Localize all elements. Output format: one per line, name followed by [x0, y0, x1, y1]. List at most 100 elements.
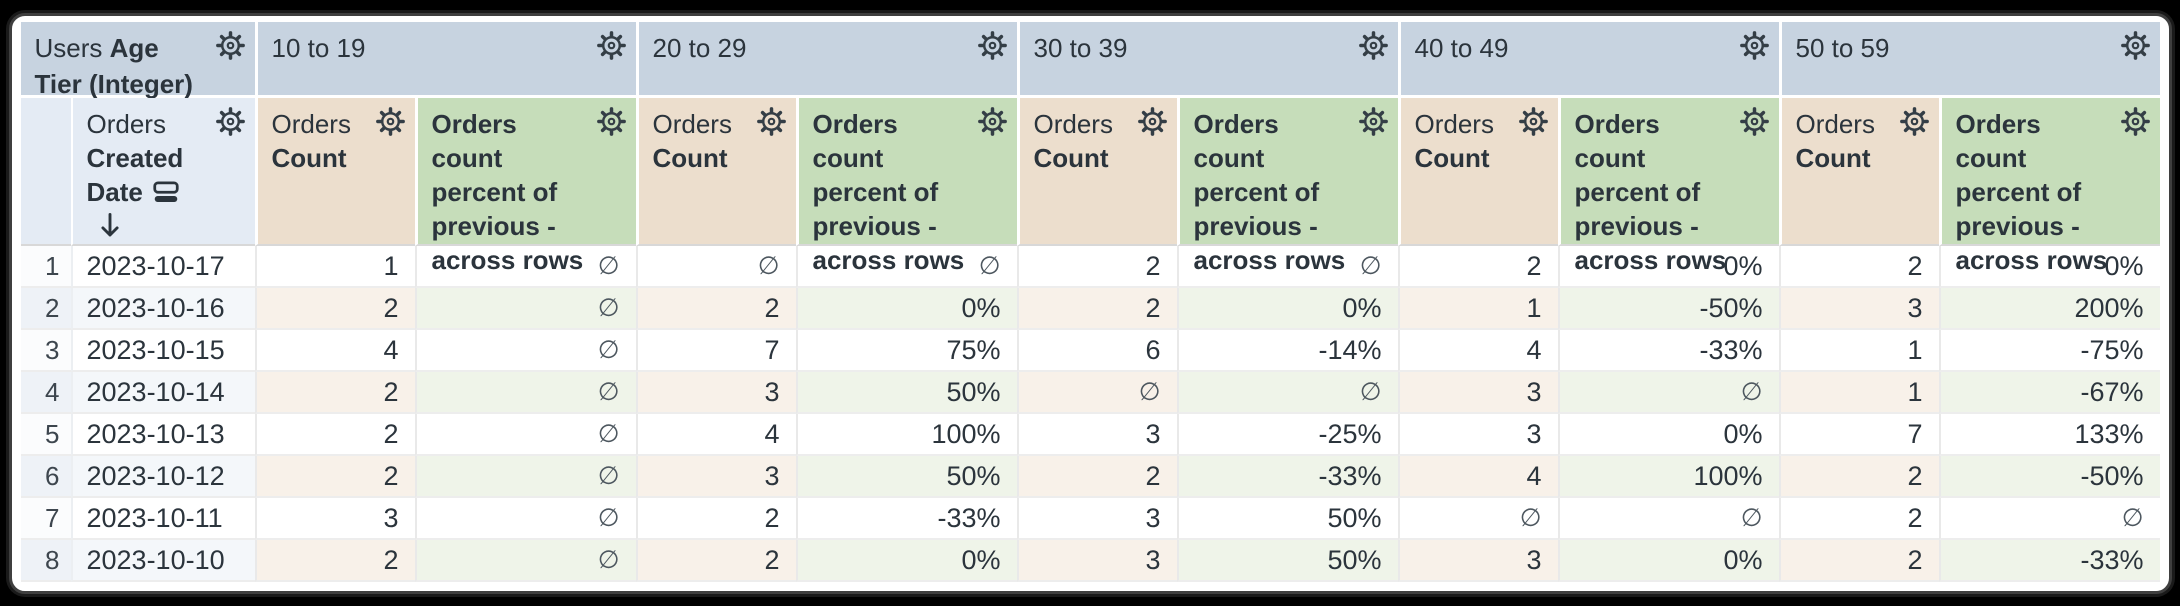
pivot-group-header-20-29[interactable]: 20 to 29	[635, 22, 1017, 98]
date-cell[interactable]: 2023-10-14	[70, 372, 255, 414]
percent-cell-group-0[interactable]: ∅	[414, 330, 636, 372]
gear-icon[interactable]	[1518, 106, 1549, 137]
percent-cell-group-2[interactable]: 50%	[1176, 498, 1398, 540]
count-cell-group-4[interactable]: 1	[1778, 372, 1939, 414]
gear-icon[interactable]	[215, 30, 246, 61]
gear-icon[interactable]	[596, 106, 627, 137]
percent-cell-group-1[interactable]: 100%	[795, 414, 1017, 456]
percent-cell-group-4[interactable]: 200%	[1938, 288, 2160, 330]
count-cell-group-4[interactable]: 1	[1778, 330, 1939, 372]
percent-cell-group-0[interactable]: ∅	[414, 540, 636, 582]
gear-icon[interactable]	[756, 106, 787, 137]
gear-icon[interactable]	[1137, 106, 1168, 137]
count-cell-group-0[interactable]: 4	[254, 330, 415, 372]
count-cell-group-4[interactable]: 2	[1778, 540, 1939, 582]
calc-header-50-59[interactable]: Orders count percent of previous - acros…	[1938, 98, 2160, 275]
count-cell-group-3[interactable]: ∅	[1397, 498, 1558, 540]
percent-cell-group-3[interactable]: ∅	[1557, 372, 1779, 414]
count-cell-group-1[interactable]: 2	[635, 498, 796, 540]
percent-cell-group-3[interactable]: 100%	[1557, 456, 1779, 498]
percent-cell-group-4[interactable]: -67%	[1938, 372, 2160, 414]
percent-cell-group-2[interactable]: ∅	[1176, 372, 1398, 414]
gear-icon[interactable]	[1358, 106, 1389, 137]
date-cell[interactable]: 2023-10-11	[70, 498, 255, 540]
count-cell-group-3[interactable]: 1	[1397, 288, 1558, 330]
percent-cell-group-3[interactable]: 0%	[1557, 540, 1779, 582]
gear-icon[interactable]	[596, 30, 627, 61]
count-cell-group-1[interactable]: 4	[635, 414, 796, 456]
count-cell-group-4[interactable]: 2	[1778, 456, 1939, 498]
gear-icon[interactable]	[2120, 30, 2151, 61]
percent-cell-group-0[interactable]: ∅	[414, 414, 636, 456]
count-cell-group-0[interactable]: 2	[254, 372, 415, 414]
date-cell[interactable]: 2023-10-12	[70, 456, 255, 498]
gear-icon[interactable]	[1739, 106, 1770, 137]
percent-cell-group-4[interactable]: -75%	[1938, 330, 2160, 372]
percent-cell-group-3[interactable]: ∅	[1557, 498, 1779, 540]
gear-icon[interactable]	[375, 106, 406, 137]
count-cell-group-0[interactable]: 2	[254, 288, 415, 330]
percent-cell-group-3[interactable]: 0%	[1557, 414, 1779, 456]
count-cell-group-1[interactable]: ∅	[635, 246, 796, 288]
percent-cell-group-0[interactable]: ∅	[414, 246, 636, 288]
count-cell-group-2[interactable]: ∅	[1016, 372, 1177, 414]
gear-icon[interactable]	[1899, 106, 1930, 137]
pivot-group-header-10-19[interactable]: 10 to 19	[254, 22, 636, 98]
percent-cell-group-1[interactable]: -33%	[795, 498, 1017, 540]
percent-cell-group-0[interactable]: ∅	[414, 372, 636, 414]
count-cell-group-3[interactable]: 3	[1397, 540, 1558, 582]
count-cell-group-2[interactable]: 3	[1016, 498, 1177, 540]
measure-header-20-29[interactable]: Orders Count	[635, 98, 796, 246]
measure-header-10-19[interactable]: Orders Count	[254, 98, 415, 246]
count-cell-group-1[interactable]: 3	[635, 456, 796, 498]
count-cell-group-4[interactable]: 3	[1778, 288, 1939, 330]
percent-cell-group-3[interactable]: -33%	[1557, 330, 1779, 372]
date-cell[interactable]: 2023-10-13	[70, 414, 255, 456]
gear-icon[interactable]	[977, 30, 1008, 61]
percent-cell-group-1[interactable]: 0%	[795, 288, 1017, 330]
measure-header-30-39[interactable]: Orders Count	[1016, 98, 1177, 246]
count-cell-group-3[interactable]: 4	[1397, 456, 1558, 498]
calc-header-40-49[interactable]: Orders count percent of previous - acros…	[1557, 98, 1779, 275]
gear-icon[interactable]	[1739, 30, 1770, 61]
percent-cell-group-4[interactable]: 0%	[1938, 246, 2160, 288]
percent-cell-group-1[interactable]: 50%	[795, 372, 1017, 414]
date-cell[interactable]: 2023-10-17	[70, 246, 255, 288]
percent-cell-group-2[interactable]: -25%	[1176, 414, 1398, 456]
count-cell-group-2[interactable]: 2	[1016, 246, 1177, 288]
count-cell-group-2[interactable]: 2	[1016, 288, 1177, 330]
measure-header-40-49[interactable]: Orders Count	[1397, 98, 1558, 246]
percent-cell-group-4[interactable]: ∅	[1938, 498, 2160, 540]
count-cell-group-2[interactable]: 2	[1016, 456, 1177, 498]
count-cell-group-0[interactable]: 2	[254, 540, 415, 582]
percent-cell-group-0[interactable]: ∅	[414, 498, 636, 540]
count-cell-group-2[interactable]: 3	[1016, 414, 1177, 456]
percent-cell-group-2[interactable]: 0%	[1176, 288, 1398, 330]
percent-cell-group-2[interactable]: 50%	[1176, 540, 1398, 582]
count-cell-group-3[interactable]: 3	[1397, 372, 1558, 414]
pivot-group-header-50-59[interactable]: 50 to 59	[1778, 22, 2160, 98]
gear-icon[interactable]	[215, 106, 246, 137]
percent-cell-group-4[interactable]: -33%	[1938, 540, 2160, 582]
percent-cell-group-1[interactable]: ∅	[795, 246, 1017, 288]
date-cell[interactable]: 2023-10-15	[70, 330, 255, 372]
percent-cell-group-0[interactable]: ∅	[414, 456, 636, 498]
pivot-corner-header[interactable]: Users Age Tier (Integer)	[20, 22, 255, 98]
percent-cell-group-2[interactable]: -14%	[1176, 330, 1398, 372]
count-cell-group-0[interactable]: 3	[254, 498, 415, 540]
count-cell-group-0[interactable]: 2	[254, 456, 415, 498]
count-cell-group-3[interactable]: 2	[1397, 246, 1558, 288]
percent-cell-group-4[interactable]: 133%	[1938, 414, 2160, 456]
percent-cell-group-3[interactable]: -50%	[1557, 288, 1779, 330]
count-cell-group-3[interactable]: 4	[1397, 330, 1558, 372]
calc-header-20-29[interactable]: Orders count percent of previous - acros…	[795, 98, 1017, 275]
count-cell-group-3[interactable]: 3	[1397, 414, 1558, 456]
percent-cell-group-3[interactable]: 0%	[1557, 246, 1779, 288]
date-column-header[interactable]: Orders Created Date	[70, 98, 255, 246]
percent-cell-group-2[interactable]: ∅	[1176, 246, 1398, 288]
measure-header-50-59[interactable]: Orders Count	[1778, 98, 1939, 246]
pivot-group-header-30-39[interactable]: 30 to 39	[1016, 22, 1398, 98]
count-cell-group-4[interactable]: 2	[1778, 498, 1939, 540]
pivot-group-header-40-49[interactable]: 40 to 49	[1397, 22, 1779, 98]
count-cell-group-2[interactable]: 3	[1016, 540, 1177, 582]
